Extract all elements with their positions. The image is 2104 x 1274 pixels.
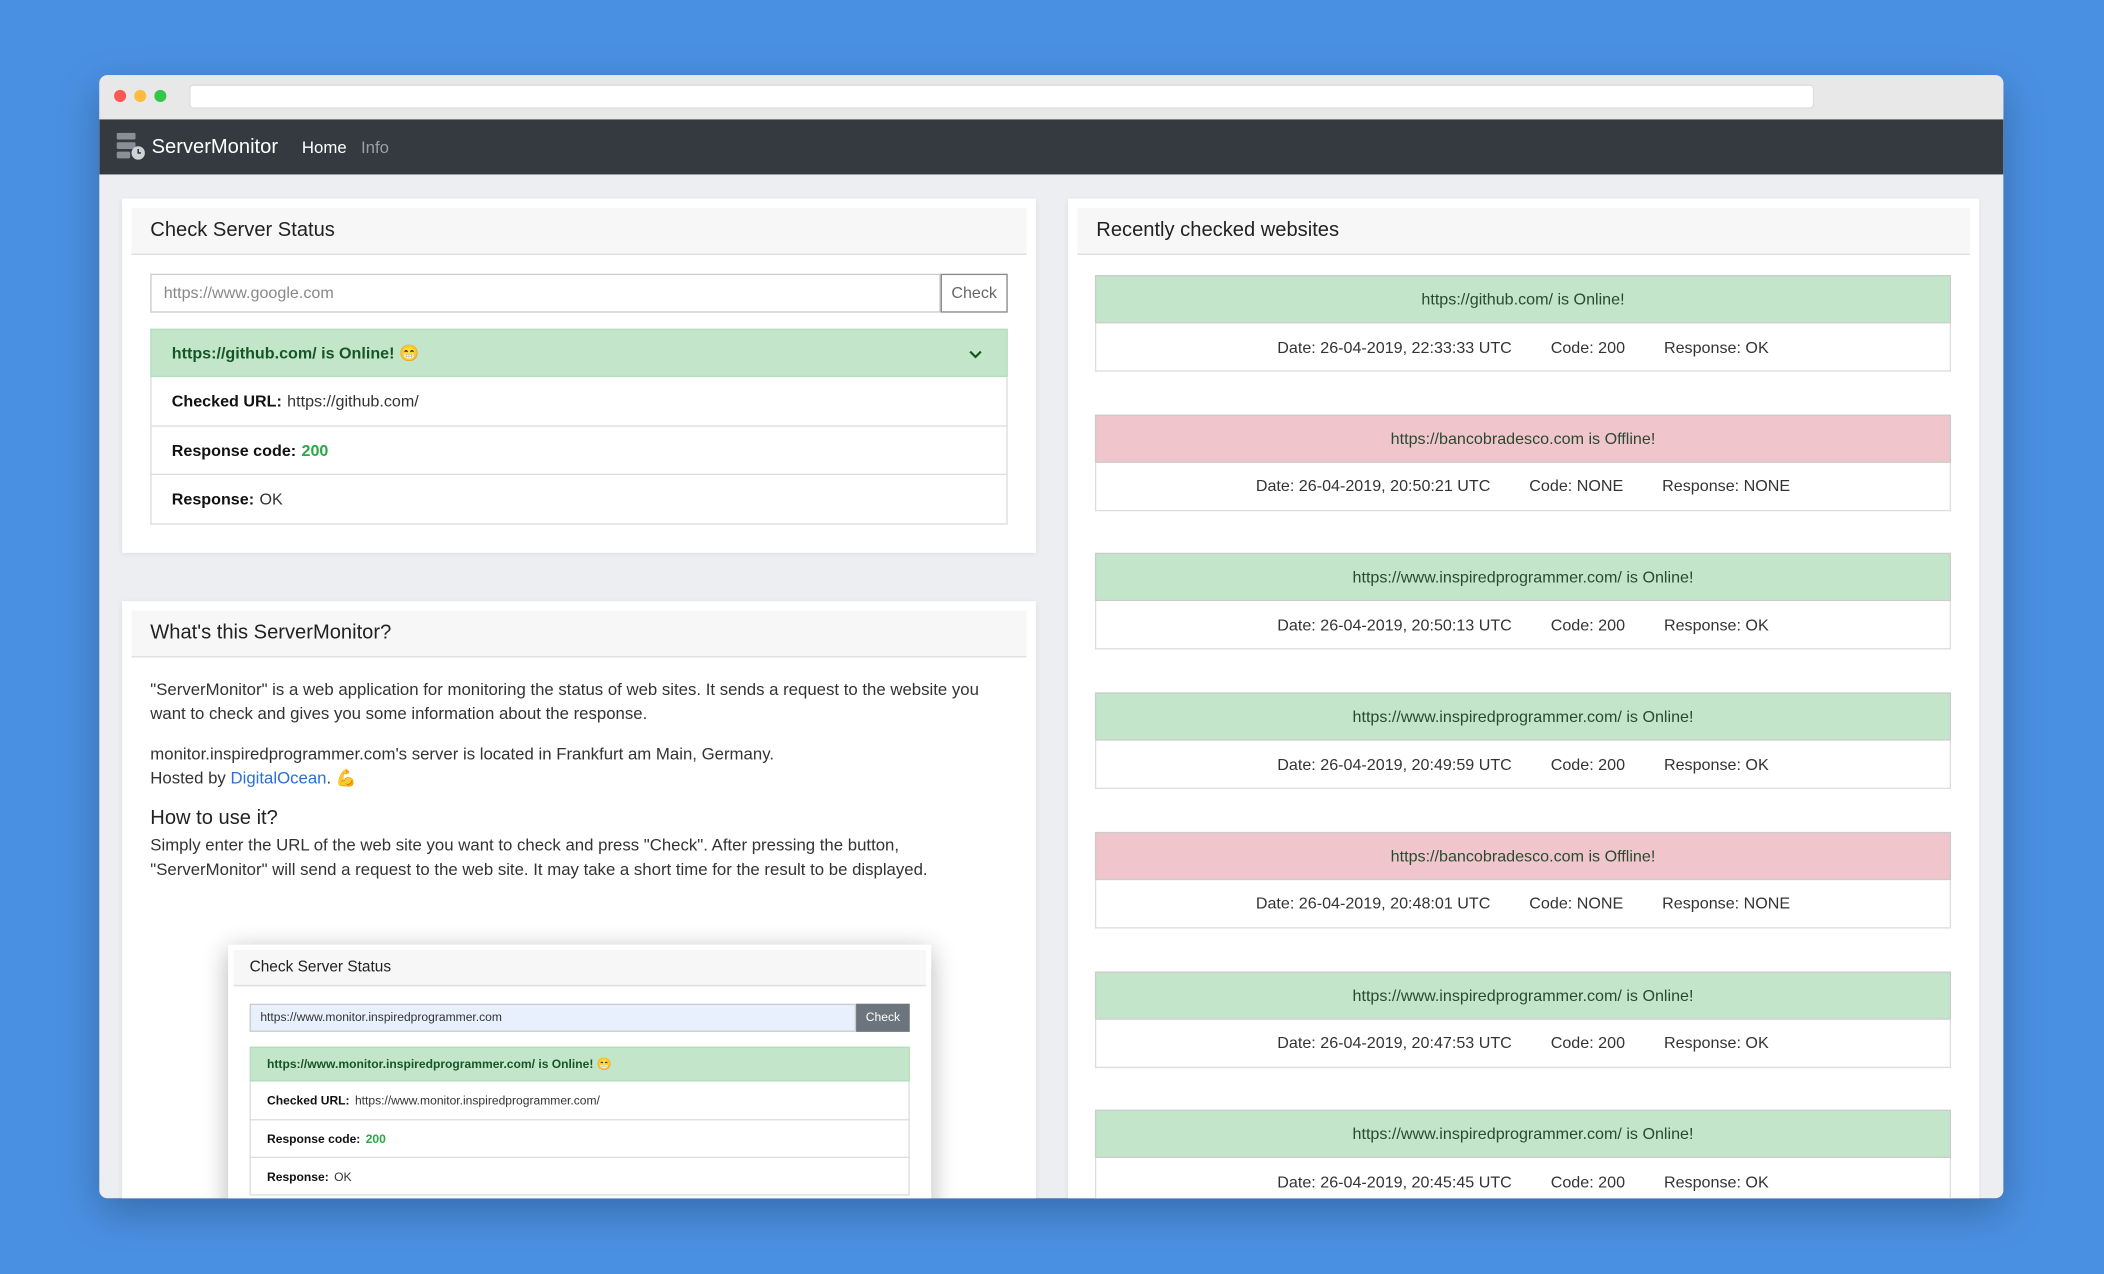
text: . 💪	[326, 768, 357, 788]
heading: How to use it?	[150, 806, 278, 830]
card-title: Recently checked websites	[1077, 207, 1970, 255]
status-details: Date: 26-04-2019, 20:50:21 UTC Code: NONE…	[1094, 462, 1952, 511]
label: Checked URL:	[171, 391, 282, 411]
detail-response: Response: NONE	[1662, 476, 1791, 496]
result-row: Response: OK	[150, 475, 1008, 525]
nav-link[interactable]: Home	[301, 138, 347, 157]
check-button[interactable]: Check	[940, 273, 1008, 313]
inset-screenshot: Check Server Status https://www.monitor.…	[228, 944, 932, 1199]
status-details: Date: 26-04-2019, 20:49:59 UTC Code: 200 R…	[1094, 740, 1952, 790]
status-header: https://github.com/ is Online!	[1094, 275, 1952, 324]
recent-card: Recently checked websites https://github…	[1068, 198, 1980, 1199]
detail-date: Date: 26-04-2019, 20:49:59 UTC	[1277, 754, 1512, 774]
value: 200	[365, 1131, 386, 1146]
paragraph: Hosted by DigitalOcean. 💪	[150, 766, 1011, 790]
logo	[116, 132, 145, 160]
card-title: Check Server Status	[131, 207, 1027, 255]
status-header: https://www.inspiredprogrammer.com/ is O…	[1094, 692, 1952, 741]
about-text: "ServerMonitor" is a web application for…	[150, 678, 1011, 882]
detail-code: Code: 200	[1550, 1172, 1626, 1192]
inset-title: Check Server Status	[233, 950, 926, 987]
status-header: https://www.inspiredprogrammer.com/ is O…	[1094, 1109, 1952, 1159]
title-bar	[99, 75, 2004, 120]
status-header: https://www.inspiredprogrammer.com/ is O…	[1094, 970, 1952, 1020]
result-row: Response code: 200	[150, 426, 1008, 476]
value: https://github.com/	[287, 391, 419, 411]
maximize-dot[interactable]	[154, 89, 167, 102]
detail-code: Code: 200	[1550, 337, 1626, 357]
detail-date: Date: 26-04-2019, 20:50:13 UTC	[1277, 615, 1512, 635]
inset-row: Checked URL: https://www.monitor.inspired…	[249, 1081, 910, 1121]
label: Response code:	[267, 1131, 361, 1146]
nav-link[interactable]: Info	[360, 138, 389, 157]
detail-date: Date: 26-04-2019, 20:45:45 UTC	[1277, 1172, 1512, 1192]
check-card: Check Server Status https://www.google.c…	[122, 198, 1036, 553]
detail-code: Code: 200	[1550, 615, 1626, 635]
detail-response: Response: NONE	[1662, 894, 1791, 913]
detail-code: Code: NONE	[1529, 894, 1624, 913]
status-details: Date: 26-04-2019, 20:48:01 UTC Code: NONE…	[1094, 879, 1952, 929]
inset-header: https://www.monitor.inspiredprogrammer.c…	[249, 1046, 910, 1082]
result-row: Checked URL: https://github.com/	[150, 377, 1008, 427]
status-details: Date: 26-04-2019, 20:50:13 UTC Code: 200 R…	[1094, 601, 1952, 650]
inset-row: Response code: 200	[249, 1120, 910, 1159]
text: Hosted by	[150, 768, 226, 788]
status-header: https://www.inspiredprogrammer.com/ is O…	[1094, 553, 1952, 602]
detail-response: Response: OK	[1663, 1033, 1769, 1053]
detail-date: Date: 26-04-2019, 20:48:01 UTC	[1255, 894, 1491, 913]
detail-response: Response: OK	[1663, 1172, 1769, 1192]
about-card: What's this ServerMonitor? "ServerMonito…	[122, 601, 1036, 1199]
browser-window: ServerMonitor Home Info Check Server Sta…	[99, 75, 2004, 1199]
label: Response code:	[171, 440, 297, 460]
detail-date: Date: 26-04-2019, 20:50:21 UTC	[1255, 476, 1491, 496]
detail-code: Code: 200	[1550, 754, 1626, 774]
detail-code: Code: NONE	[1529, 476, 1624, 496]
minimize-dot[interactable]	[134, 89, 147, 102]
label: Response:	[267, 1169, 329, 1183]
navbar: ServerMonitor Home Info	[99, 119, 2004, 175]
status-header: https://bancobradesco.com is Offline!	[1094, 414, 1952, 463]
status-details: Date: 26-04-2019, 20:47:53 UTC Code: 200 R…	[1094, 1019, 1952, 1068]
paragraph: monitor.inspiredprogrammer.com's server …	[150, 744, 775, 764]
inset-input: https://www.monitor.inspiredprogrammer.c…	[249, 1003, 857, 1032]
detail-date: Date: 26-04-2019, 20:47:53 UTC	[1277, 1033, 1512, 1053]
brand[interactable]: ServerMonitor	[151, 135, 279, 159]
chevron	[969, 350, 982, 359]
detail-response: Response: OK	[1663, 615, 1769, 635]
paragraph: Simply enter the URL of the web site you…	[150, 835, 928, 879]
value: https://www.monitor.inspiredprogrammer.c…	[354, 1093, 600, 1108]
result-text: https://github.com/ is Online! 😁	[171, 343, 420, 363]
text: https://www.monitor.inspiredprogrammer.c…	[267, 1056, 612, 1071]
close-dot[interactable]	[114, 89, 127, 102]
url-bar[interactable]	[189, 84, 1815, 109]
result-header[interactable]: https://github.com/ is Online! 😁	[150, 328, 1008, 378]
card-title: What's this ServerMonitor?	[131, 610, 1027, 658]
value: 200	[301, 440, 329, 460]
detail-code: Code: 200	[1550, 1033, 1626, 1053]
label: Response:	[171, 489, 255, 509]
status-header: https://bancobradesco.com is Offline!	[1094, 831, 1952, 880]
inset-button: Check	[856, 1003, 910, 1032]
link[interactable]: DigitalOcean	[230, 768, 327, 788]
url-input[interactable]: https://www.google.com	[150, 273, 941, 313]
detail-response: Response: OK	[1663, 754, 1769, 774]
detail-response: Response: OK	[1663, 337, 1769, 357]
value: OK	[259, 489, 283, 509]
inset-row: Response: OK	[249, 1158, 910, 1196]
detail-date: Date: 26-04-2019, 22:33:33 UTC	[1277, 337, 1512, 357]
paragraph: "ServerMonitor" is a web application for…	[150, 680, 979, 724]
label: Checked URL:	[267, 1093, 350, 1108]
status-details: Date: 26-04-2019, 22:33:33 UTC Code: 200 R…	[1094, 323, 1952, 372]
status-details: Date: 26-04-2019, 20:45:45 UTC Code: 200 R…	[1094, 1158, 1952, 1199]
value: OK	[334, 1169, 352, 1183]
